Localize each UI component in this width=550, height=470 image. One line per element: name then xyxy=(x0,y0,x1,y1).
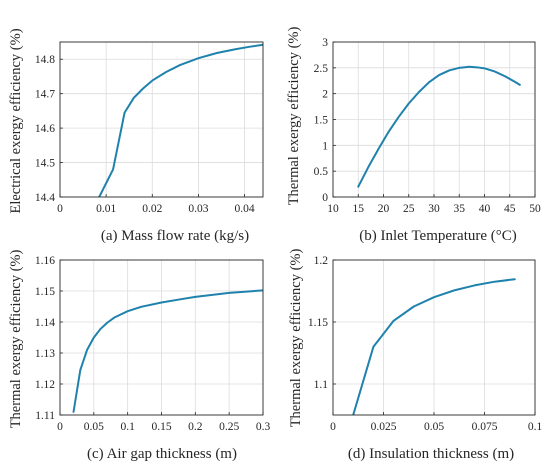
caption-d: (d) Insulation thickness (m) xyxy=(348,446,514,462)
ytick-label-a-4: 14.8 xyxy=(35,54,55,66)
ytick-label-c-0: 1.11 xyxy=(35,410,55,422)
ytick-label-a-1: 14.5 xyxy=(35,158,55,170)
ytick-label-d-2: 1.2 xyxy=(314,255,329,267)
series-line-a xyxy=(98,43,263,197)
ytick-label-d-1: 1.15 xyxy=(308,317,328,329)
xtick-label-b-5: 35 xyxy=(454,203,466,215)
xtick-label-c-0: 0 xyxy=(57,421,63,433)
xtick-label-a-0: 0 xyxy=(57,203,63,215)
caption-c: (c) Air gap thickness (m) xyxy=(87,446,237,462)
xtick-label-b-8: 50 xyxy=(529,203,541,215)
panel-d-insulation-thickness: (d) Insulation thickness (m) Thermal exe… xyxy=(288,249,542,462)
caption-b: (b) Inlet Temperature (°C) xyxy=(359,228,517,244)
xtick-label-d-0: 0 xyxy=(330,421,336,433)
xtick-label-d-3: 0.075 xyxy=(472,421,498,433)
xtick-label-b-0: 10 xyxy=(327,203,339,215)
ytick-label-c-1: 1.12 xyxy=(35,379,55,391)
grid-b xyxy=(333,42,535,197)
xtick-label-c-4: 0.2 xyxy=(188,421,203,433)
grid-c xyxy=(60,260,263,415)
ytick-label-c-3: 1.14 xyxy=(35,317,55,329)
caption-a: (a) Mass flow rate (kg/s) xyxy=(101,228,249,244)
xtick-label-c-6: 0.3 xyxy=(256,421,271,433)
xtick-label-a-4: 0.04 xyxy=(234,203,254,215)
ytick-label-b-3: 1.5 xyxy=(314,115,329,127)
xtick-label-b-3: 25 xyxy=(403,203,415,215)
xtick-label-a-1: 0.01 xyxy=(96,203,116,215)
panel-b-inlet-temperature: (b) Inlet Temperature (°C) Thermal exerg… xyxy=(286,27,541,244)
plot-frame-d xyxy=(332,259,536,416)
series-line-c xyxy=(72,289,263,413)
ylabel-b: Thermal exergy efficiency (%) xyxy=(286,27,302,206)
ytick-label-a-0: 14.4 xyxy=(35,192,55,204)
plot-frame-a xyxy=(59,41,264,198)
panel-a-mass-flow-rate: (a) Mass flow rate (kg/s) Electrical exe… xyxy=(8,28,264,244)
xtick-label-b-6: 40 xyxy=(479,203,491,215)
xtick-label-c-1: 0.05 xyxy=(84,421,104,433)
xtick-label-d-1: 0.025 xyxy=(371,421,397,433)
ylabel-d: Thermal exergy efficiency (%) xyxy=(288,249,304,428)
ytick-label-d-0: 1.1 xyxy=(314,379,329,391)
ylabel-c: Thermal exergy efficiency (%) xyxy=(8,250,24,429)
panel-c-air-gap-thickness: (c) Air gap thickness (m) Thermal exergy… xyxy=(8,250,270,462)
xtick-label-b-4: 30 xyxy=(428,203,440,215)
ytick-label-a-3: 14.7 xyxy=(35,89,55,101)
xtick-label-d-4: 0.1 xyxy=(528,421,543,433)
ytick-label-c-2: 1.13 xyxy=(35,348,55,360)
xtick-label-c-2: 0.1 xyxy=(120,421,135,433)
xtick-label-b-2: 20 xyxy=(378,203,390,215)
xtick-label-b-1: 15 xyxy=(353,203,365,215)
series-line-d xyxy=(352,278,516,415)
xtick-label-c-5: 0.25 xyxy=(219,421,239,433)
ytick-label-b-2: 1 xyxy=(322,140,328,152)
xtick-label-c-3: 0.15 xyxy=(151,421,171,433)
series-line-b xyxy=(357,65,521,188)
ylabel-a: Electrical exergy efficiency (%) xyxy=(8,28,24,213)
ytick-label-c-4: 1.15 xyxy=(35,286,55,298)
ytick-label-c-5: 1.16 xyxy=(35,255,55,267)
ytick-label-b-4: 2 xyxy=(322,89,328,101)
xtick-label-a-3: 0.03 xyxy=(188,203,208,215)
ytick-label-b-6: 3 xyxy=(322,37,328,49)
plot-frame-b xyxy=(332,41,536,198)
xtick-label-b-7: 45 xyxy=(504,203,516,215)
plot-frame-c xyxy=(59,259,264,416)
grid-a xyxy=(60,42,263,197)
ytick-label-b-5: 2.5 xyxy=(314,63,329,75)
grid-d xyxy=(333,260,535,415)
ytick-label-b-1: 0.5 xyxy=(314,166,329,178)
xtick-label-a-2: 0.02 xyxy=(142,203,162,215)
ytick-label-b-0: 0 xyxy=(322,192,328,204)
ytick-label-a-2: 14.6 xyxy=(35,123,55,135)
xtick-label-d-2: 0.05 xyxy=(424,421,444,433)
